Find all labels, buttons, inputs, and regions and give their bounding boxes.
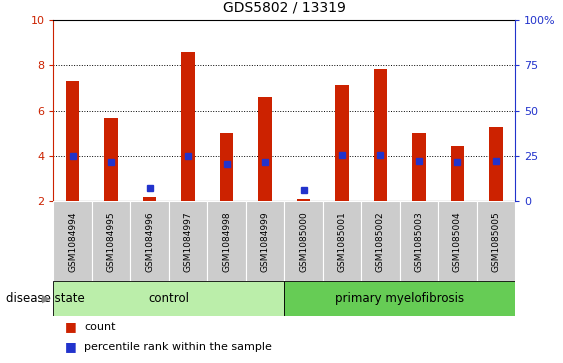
Text: percentile rank within the sample: percentile rank within the sample (84, 342, 272, 352)
Text: GSM1085003: GSM1085003 (414, 211, 423, 272)
Text: GSM1085004: GSM1085004 (453, 211, 462, 272)
Text: GSM1084999: GSM1084999 (261, 211, 270, 272)
Bar (374, 69, 387, 201)
Text: GDS5802 / 13319: GDS5802 / 13319 (223, 0, 346, 15)
Bar (181, 52, 195, 201)
FancyBboxPatch shape (284, 201, 323, 281)
Text: GSM1084998: GSM1084998 (222, 211, 231, 272)
Text: GSM1084997: GSM1084997 (184, 211, 193, 272)
FancyBboxPatch shape (477, 201, 515, 281)
Bar (66, 81, 79, 201)
Bar (412, 133, 426, 201)
Text: ■: ■ (65, 320, 77, 333)
FancyBboxPatch shape (438, 201, 477, 281)
Text: GSM1084996: GSM1084996 (145, 211, 154, 272)
FancyBboxPatch shape (361, 201, 400, 281)
Text: GSM1085005: GSM1085005 (491, 211, 501, 272)
FancyBboxPatch shape (284, 281, 515, 316)
FancyBboxPatch shape (92, 201, 131, 281)
Text: disease state: disease state (6, 292, 84, 305)
FancyBboxPatch shape (53, 201, 92, 281)
Text: primary myelofibrosis: primary myelofibrosis (335, 292, 464, 305)
Bar (297, 199, 310, 201)
Bar (451, 146, 464, 201)
Text: GSM1085002: GSM1085002 (376, 211, 385, 272)
FancyBboxPatch shape (53, 281, 284, 316)
FancyBboxPatch shape (169, 201, 207, 281)
Text: GSM1084994: GSM1084994 (68, 211, 77, 272)
Bar (489, 127, 503, 201)
Text: ▶: ▶ (42, 294, 51, 303)
FancyBboxPatch shape (131, 201, 169, 281)
Bar (143, 197, 157, 201)
Text: ■: ■ (65, 340, 77, 353)
Text: count: count (84, 322, 116, 332)
FancyBboxPatch shape (400, 201, 438, 281)
Bar (336, 85, 348, 201)
Bar (105, 118, 118, 201)
FancyBboxPatch shape (323, 201, 361, 281)
Text: GSM1085001: GSM1085001 (338, 211, 346, 272)
Text: GSM1084995: GSM1084995 (107, 211, 115, 272)
FancyBboxPatch shape (246, 201, 284, 281)
FancyBboxPatch shape (207, 201, 246, 281)
Text: GSM1085000: GSM1085000 (299, 211, 308, 272)
Bar (220, 133, 233, 201)
Bar (258, 97, 272, 201)
Text: control: control (149, 292, 189, 305)
